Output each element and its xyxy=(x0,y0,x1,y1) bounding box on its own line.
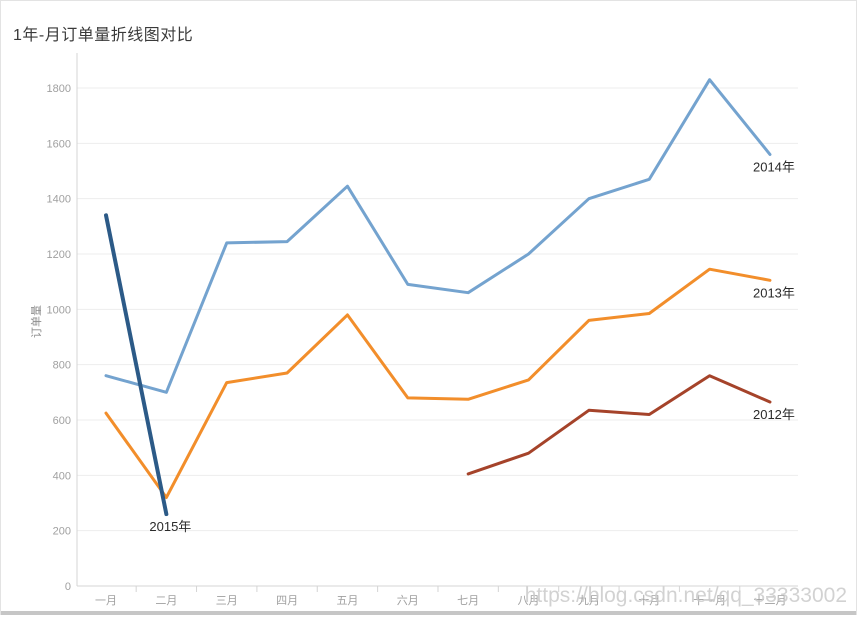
y-tick-label-1600: 1600 xyxy=(47,138,71,150)
bottom-border-bar xyxy=(1,611,856,615)
y-tick-label-200: 200 xyxy=(53,526,71,538)
y-tick-label-800: 800 xyxy=(53,360,71,372)
y-tick-label-1200: 1200 xyxy=(47,249,71,261)
x-tick-label-2: 二月 xyxy=(155,595,177,607)
chart-title: 1年-月订单量折线图对比 xyxy=(13,27,194,44)
x-tick-label-6: 六月 xyxy=(397,594,419,607)
x-tick-label-3: 三月 xyxy=(216,595,238,607)
x-tick-label-12: 十二月 xyxy=(753,593,786,607)
series-label-2015年: 2015年 xyxy=(149,519,191,534)
series-label-2012年: 2012年 xyxy=(753,407,795,422)
y-tick-label-0: 0 xyxy=(65,581,71,593)
x-tick-label-1: 一月 xyxy=(95,595,117,607)
x-tick-label-4: 四月 xyxy=(276,595,298,607)
y-tick-label-1400: 1400 xyxy=(47,194,71,206)
series-line-2013年[interactable] xyxy=(104,267,772,499)
series-line-2014年[interactable] xyxy=(104,78,772,394)
series-line-2012年[interactable] xyxy=(466,374,772,476)
x-tick-label-5: 五月 xyxy=(336,595,358,607)
y-tick-label-1000: 1000 xyxy=(47,304,71,316)
y-tick-label-400: 400 xyxy=(53,470,71,482)
x-tick-label-8: 八月 xyxy=(518,595,540,607)
series-label-2014年: 2014年 xyxy=(753,159,795,174)
series-line-2015年[interactable] xyxy=(104,213,169,517)
series-label-2013年: 2013年 xyxy=(753,285,795,300)
x-tick-label-9: 九月 xyxy=(578,594,600,607)
x-tick-label-11: 十一月 xyxy=(693,593,726,607)
x-tick-label-7: 七月 xyxy=(457,594,479,607)
y-tick-label-600: 600 xyxy=(53,415,71,427)
x-tick-label-10: 十月 xyxy=(638,593,660,607)
y-tick-label-1800: 1800 xyxy=(47,83,71,95)
